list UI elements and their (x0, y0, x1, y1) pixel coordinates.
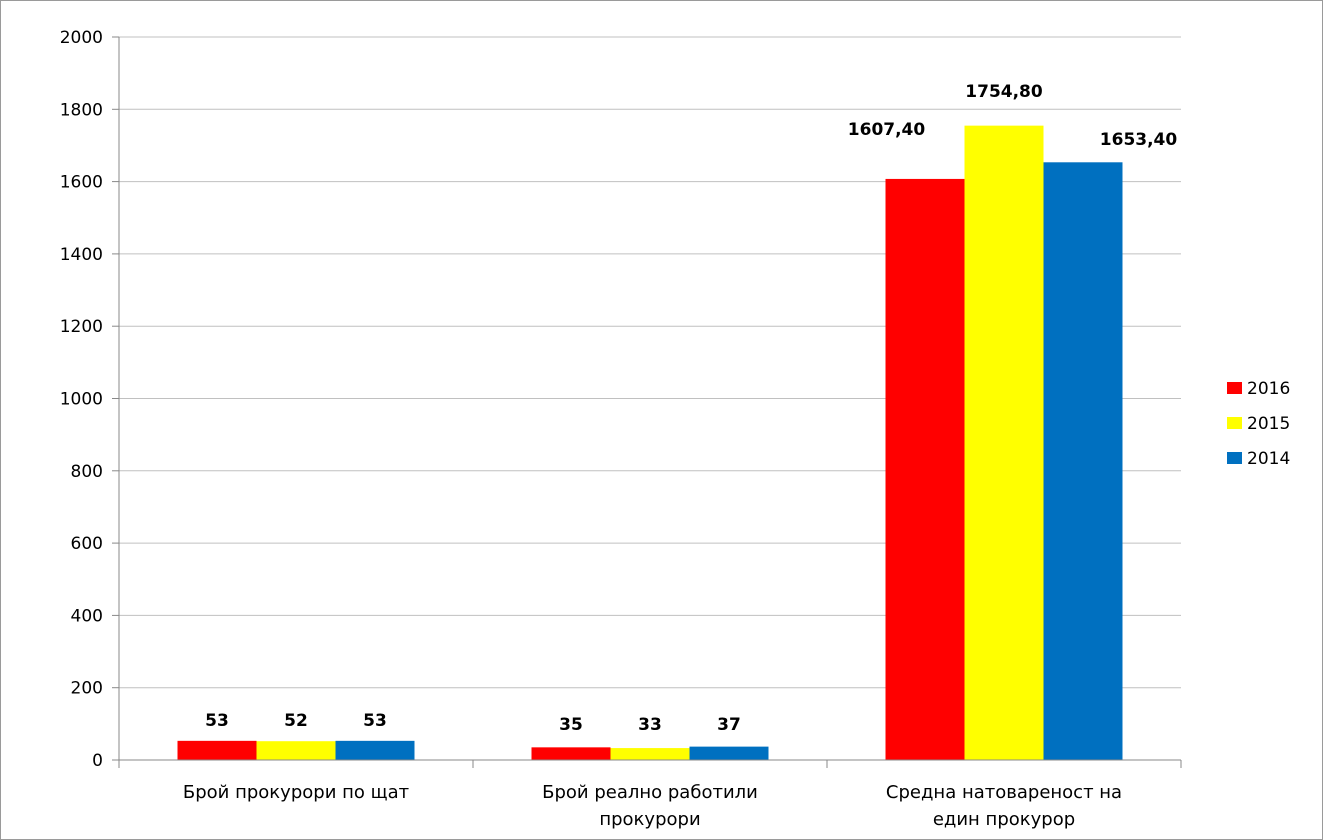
y-tick-label: 0 (92, 751, 103, 771)
category-label: Средна натовареност на (886, 782, 1122, 803)
y-tick-label: 1600 (60, 173, 103, 193)
legend-label: 2016 (1247, 379, 1290, 399)
y-tick-label: 1200 (60, 317, 103, 337)
bar-2015-1 (610, 748, 690, 760)
y-tick-labels: 0 200 400 600 800 1000 1200 1400 1600 1800 2000 (60, 28, 103, 771)
data-label: 1653,40 (1100, 130, 1178, 150)
data-label: 37 (717, 715, 741, 735)
legend: 2016 2015 2014 (1227, 379, 1290, 469)
axes (112, 36, 1182, 768)
y-tick-label: 600 (71, 534, 103, 554)
y-tick-label: 2000 (60, 28, 103, 48)
bar-2014-0 (335, 740, 415, 760)
legend-swatch-2015 (1227, 417, 1242, 429)
legend-swatch-2016 (1227, 382, 1242, 394)
category-labels: Брой прокурори по щат Брой реално работил… (183, 782, 1122, 830)
y-tick-label: 400 (71, 606, 103, 626)
gridlines (119, 36, 1181, 689)
bar-2016-0 (177, 740, 257, 760)
data-label: 33 (638, 715, 662, 735)
bar-2015-0 (256, 741, 336, 760)
legend-label: 2014 (1247, 449, 1290, 469)
y-tick-label: 1000 (60, 390, 103, 410)
y-tick-label: 200 (71, 679, 103, 699)
category-label: прокурори (599, 809, 700, 830)
category-label: един прокурор (933, 809, 1075, 830)
data-labels: 53 52 53 35 33 37 1607,40 1754,80 1653,40 (205, 82, 1177, 735)
bar-2015-2 (964, 125, 1044, 761)
data-label: 1754,80 (965, 82, 1043, 102)
data-label: 35 (559, 715, 583, 735)
category-label: Брой реално работили (542, 782, 758, 803)
bar-2014-1 (689, 746, 769, 760)
data-label: 1607,40 (848, 120, 926, 140)
bars (177, 125, 1123, 761)
data-label: 52 (284, 711, 308, 731)
bar-2016-2 (885, 178, 965, 760)
bar-2016-1 (531, 747, 611, 760)
legend-swatch-2014 (1227, 452, 1242, 464)
bar-2014-2 (1043, 162, 1123, 760)
y-tick-label: 1800 (60, 100, 103, 120)
legend-label: 2015 (1247, 414, 1290, 434)
data-label: 53 (363, 711, 387, 731)
data-label: 53 (205, 711, 229, 731)
category-label: Брой прокурори по щат (183, 782, 409, 803)
y-tick-label: 1400 (60, 245, 103, 265)
y-tick-label: 800 (71, 462, 103, 482)
